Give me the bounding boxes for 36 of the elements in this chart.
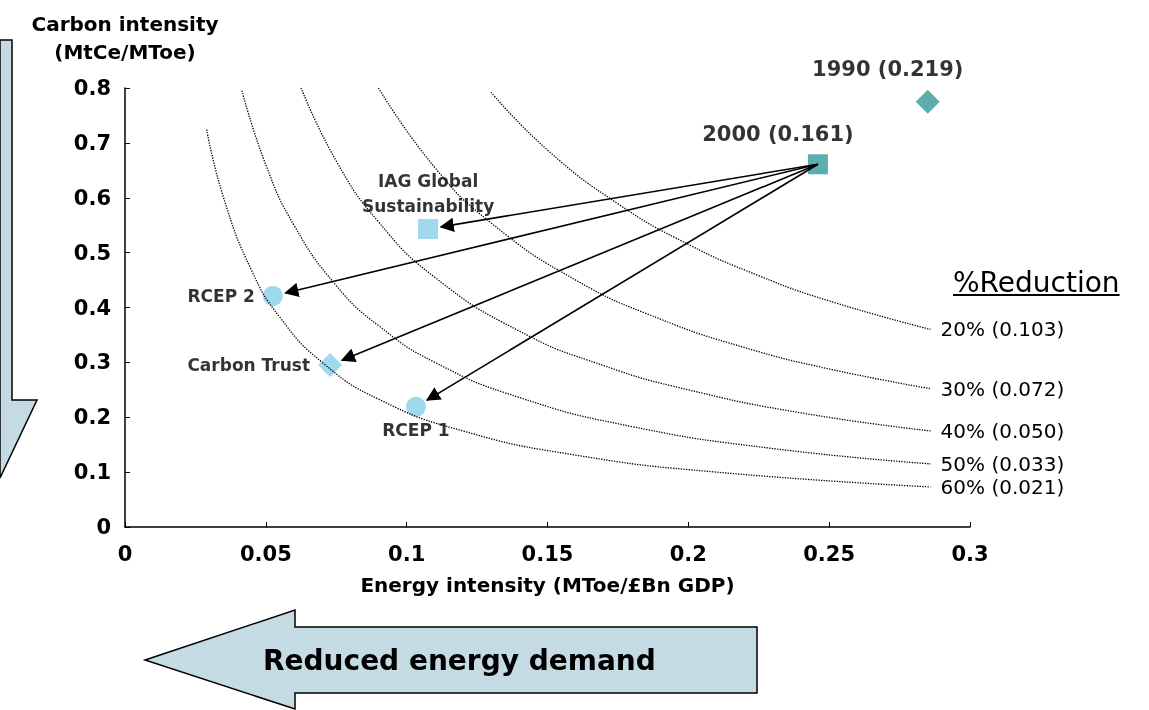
x-tick-label: 0.3 — [951, 541, 989, 566]
x-tick-label: 0.2 — [669, 541, 707, 566]
y-tick-label: 0.5 — [73, 240, 111, 265]
series-label: 20% (0.103) — [940, 317, 1065, 342]
point — [807, 154, 828, 175]
y-tick-label: 0.2 — [73, 405, 111, 430]
point — [418, 219, 439, 240]
series-label: Carbon Trust — [187, 355, 311, 376]
series-label: RCEP 2 — [187, 285, 255, 306]
x-tick-label: 0.1 — [388, 541, 426, 566]
series-label: 60% (0.021) — [940, 474, 1065, 499]
series-label: 1990 (0.219) — [812, 57, 964, 82]
text: Reduced energy demand — [263, 644, 656, 677]
y-tick-label: 0.3 — [73, 350, 111, 375]
x-tick-label: 0.25 — [803, 541, 856, 566]
y-tick-label: 0.8 — [73, 76, 111, 100]
y-tick-label: 0 — [96, 515, 111, 539]
x-tick-label: 0 — [117, 541, 133, 566]
y-tick-label: 0.7 — [73, 130, 111, 155]
y-tick-label: 0.1 — [73, 460, 111, 485]
series-label: 40% (0.050) — [940, 418, 1065, 443]
x-axis-title: Energy intensity (MToe/£Bn GDP) — [360, 573, 735, 597]
point — [915, 89, 940, 114]
series-label: 2000 (0.161) — [702, 121, 854, 146]
point — [405, 396, 426, 417]
x-tick-label: 0.15 — [521, 541, 574, 566]
series-label: 30% (0.072) — [940, 376, 1065, 401]
point — [318, 353, 343, 378]
y-tick-label: 0.4 — [73, 295, 111, 320]
series-label: RCEP 1 — [382, 420, 450, 441]
annotation: %Reduction — [953, 266, 1120, 299]
y-tick-label: 0.6 — [73, 185, 111, 210]
y-axis-title: Carbon intensity (MtCe/MToe) — [31, 12, 219, 64]
series-label: 50% (0.033) — [940, 451, 1065, 476]
x-tick-label: 0.05 — [239, 541, 292, 566]
point — [262, 285, 283, 306]
